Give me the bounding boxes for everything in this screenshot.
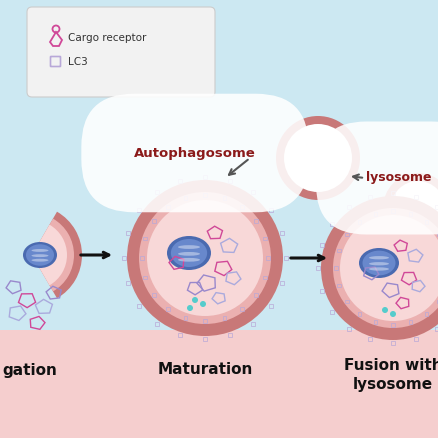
Circle shape [321, 196, 438, 340]
Circle shape [340, 215, 438, 321]
Ellipse shape [359, 248, 399, 278]
Circle shape [383, 173, 438, 243]
FancyBboxPatch shape [27, 7, 215, 97]
Circle shape [147, 200, 263, 316]
Wedge shape [32, 225, 67, 285]
Ellipse shape [167, 236, 211, 270]
Text: Maturation: Maturation [157, 363, 253, 378]
Text: Cargo receptor: Cargo receptor [68, 33, 146, 43]
Circle shape [200, 301, 206, 307]
Ellipse shape [178, 258, 200, 261]
Circle shape [390, 311, 396, 317]
Ellipse shape [171, 239, 207, 267]
Ellipse shape [178, 252, 200, 256]
Ellipse shape [26, 244, 54, 266]
Circle shape [276, 116, 360, 200]
Text: gation: gation [3, 363, 57, 378]
Ellipse shape [23, 242, 57, 268]
Circle shape [391, 181, 438, 235]
FancyBboxPatch shape [0, 330, 438, 438]
Text: Fusion with
lysosome: Fusion with lysosome [344, 357, 438, 392]
Circle shape [382, 307, 388, 313]
Text: Autophagosome: Autophagosome [134, 146, 256, 159]
Circle shape [284, 124, 352, 192]
Circle shape [139, 192, 271, 324]
Ellipse shape [32, 259, 49, 261]
Ellipse shape [369, 267, 389, 271]
Ellipse shape [32, 249, 49, 252]
Ellipse shape [369, 262, 389, 265]
Ellipse shape [363, 251, 396, 276]
Text: lysosome: lysosome [366, 172, 431, 184]
Circle shape [333, 208, 438, 328]
Circle shape [187, 305, 193, 311]
Circle shape [192, 297, 198, 303]
Ellipse shape [178, 245, 200, 249]
Wedge shape [32, 212, 82, 298]
Wedge shape [32, 219, 74, 291]
Ellipse shape [369, 256, 389, 259]
Circle shape [127, 180, 283, 336]
Text: LC3: LC3 [68, 57, 88, 67]
Ellipse shape [32, 254, 49, 257]
